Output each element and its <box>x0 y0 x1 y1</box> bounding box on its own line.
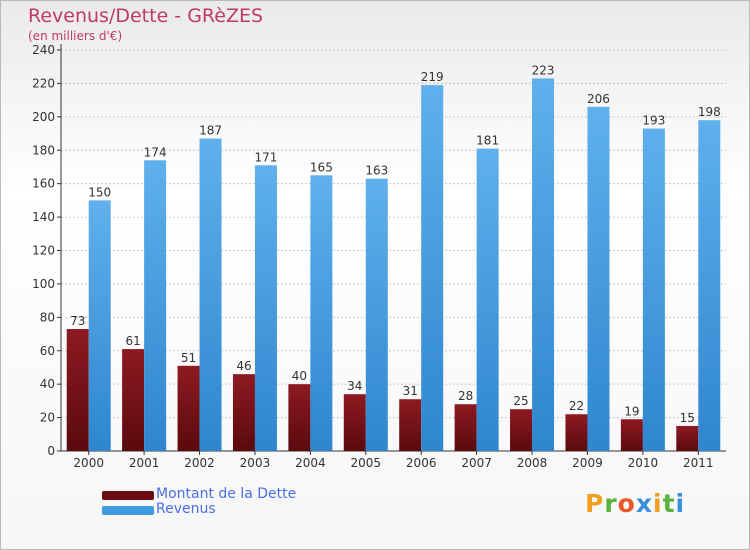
x-tick-label: 2002 <box>184 456 215 470</box>
chart-title: Revenus/Dette - GRèZES <box>28 5 264 27</box>
legend-swatch-revenus <box>102 506 154 515</box>
bar-debt-2000 <box>66 329 89 451</box>
bar-revenus-2000 <box>88 200 111 451</box>
logo-letter: o <box>617 489 636 518</box>
axes: 0 20 40 60 80 100 120 140 160 180 200 220 240 2000 200… <box>32 43 726 470</box>
y-tick-label: 220 <box>32 76 55 90</box>
y-tick-label: 0 <box>47 444 55 458</box>
data-label-debt: 19 <box>624 404 639 418</box>
data-label-debt: 73 <box>70 314 85 328</box>
bar-debt-2007 <box>454 404 477 451</box>
bar-debt-2002 <box>177 365 200 451</box>
bar-revenus-2002 <box>199 138 222 451</box>
bar-revenus-2006 <box>421 85 444 452</box>
x-tick-label: 2006 <box>406 456 437 470</box>
y-tick-label: 40 <box>40 377 55 391</box>
x-tick-label: 2007 <box>461 456 492 470</box>
data-label-revenus: 198 <box>698 105 721 119</box>
data-label-debt: 25 <box>513 394 528 408</box>
x-tick-label: 2000 <box>73 456 104 470</box>
x-tick-label: 2001 <box>129 456 160 470</box>
logo-letter: P <box>585 489 605 518</box>
bar-revenus-2004 <box>310 175 333 451</box>
bar-revenus-2010 <box>642 128 665 451</box>
bar-debt-2006 <box>399 399 422 451</box>
x-tick-label: 2008 <box>517 456 548 470</box>
data-label-debt: 22 <box>569 399 584 413</box>
x-tick-label: 2011 <box>683 456 714 470</box>
data-label-revenus: 174 <box>144 145 167 159</box>
proxiti-logo: Proxiti <box>585 489 685 518</box>
x-tick-label: 2004 <box>295 456 326 470</box>
bar-debt-2008 <box>510 409 533 451</box>
y-tick-label: 20 <box>40 411 55 425</box>
x-tick-label: 2010 <box>628 456 659 470</box>
data-label-debt: 31 <box>403 384 418 398</box>
y-tick-label: 240 <box>32 43 55 57</box>
data-label-revenus: 223 <box>532 63 555 77</box>
bar-debt-2005 <box>343 394 366 451</box>
data-label-debt: 61 <box>125 334 140 348</box>
x-tick-label: 2003 <box>240 456 271 470</box>
legend-label-revenus: Revenus <box>156 501 216 517</box>
gridlines <box>61 49 726 419</box>
bar-revenus-2007 <box>476 148 499 451</box>
y-tick-label: 60 <box>40 344 55 358</box>
logo-letter: t <box>662 489 676 518</box>
y-tick-label: 100 <box>32 277 55 291</box>
bar-debt-2003 <box>232 374 255 451</box>
data-label-revenus: 206 <box>587 92 610 106</box>
logo-letter: i <box>653 489 663 518</box>
bar-debt-2001 <box>122 349 145 451</box>
data-label-revenus: 163 <box>365 164 388 178</box>
data-label-revenus: 171 <box>255 150 278 164</box>
y-tick-label: 180 <box>32 143 55 157</box>
logo-letter: x <box>635 489 653 518</box>
y-tick-label: 80 <box>40 310 55 324</box>
x-tick-label: 2009 <box>572 456 603 470</box>
data-label-debt: 46 <box>236 359 251 373</box>
logo-letter: i <box>675 489 686 518</box>
logo-letter: r <box>604 489 618 518</box>
x-tick-label: 2005 <box>351 456 382 470</box>
data-label-debt: 15 <box>680 411 695 425</box>
data-label-revenus: 187 <box>199 124 222 138</box>
data-label-revenus: 150 <box>88 185 111 199</box>
data-label-debt: 28 <box>458 389 473 403</box>
bars <box>66 78 721 452</box>
legend-swatch-debt <box>102 491 154 500</box>
bar-debt-2004 <box>288 384 311 451</box>
bar-revenus-2008 <box>532 78 555 451</box>
data-label-revenus: 165 <box>310 160 333 174</box>
bar-revenus-2011 <box>698 120 721 452</box>
data-labels: 73 150 61 174 51 187 46 171 40 165 34 163 31 219 28 181… <box>70 63 721 425</box>
y-tick-label: 140 <box>32 210 55 224</box>
y-tick-label: 200 <box>32 110 55 124</box>
data-label-revenus: 193 <box>642 114 665 128</box>
data-label-debt: 51 <box>181 351 196 365</box>
bar-revenus-2009 <box>587 106 610 451</box>
chart-subtitle: (en milliers d'€) <box>28 29 123 43</box>
data-label-debt: 40 <box>292 369 307 383</box>
y-tick-label: 160 <box>32 177 55 191</box>
bar-revenus-2003 <box>254 165 277 451</box>
data-label-revenus: 219 <box>421 70 444 84</box>
bar-revenus-2005 <box>365 178 388 451</box>
bar-revenus-2001 <box>144 160 167 451</box>
legend-label-debt: Montant de la Dette <box>156 486 297 502</box>
data-label-revenus: 181 <box>476 134 499 148</box>
bar-debt-2009 <box>565 414 588 451</box>
bar-debt-2010 <box>620 419 643 451</box>
y-tick-label: 120 <box>32 244 55 258</box>
data-label-debt: 34 <box>347 379 362 393</box>
bar-debt-2011 <box>676 425 699 451</box>
